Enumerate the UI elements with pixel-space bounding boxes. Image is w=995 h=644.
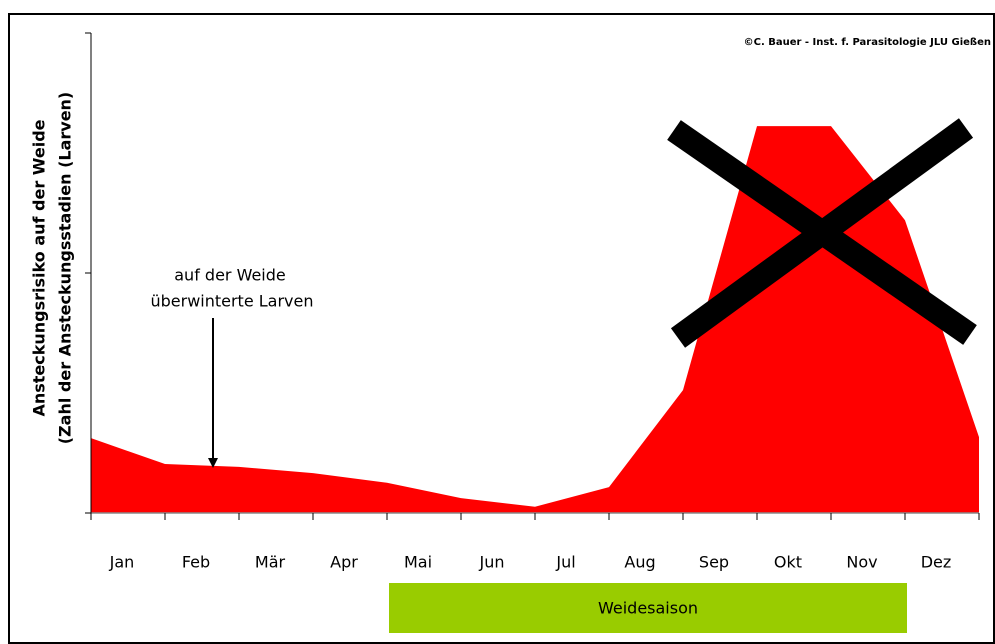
x-tick-label: Nov <box>846 553 877 572</box>
x-tick-label: Aug <box>624 553 655 572</box>
arrow-head <box>208 458 218 468</box>
x-tick-label: Okt <box>774 553 802 572</box>
annotation: überwinterte Larven <box>150 292 313 311</box>
cross-stroke <box>670 118 974 348</box>
copyright: ©C. Bauer - Inst. f. Parasitologie JLU G… <box>744 37 991 48</box>
x-tick-label: Mär <box>255 553 286 572</box>
annotation: auf der Weide <box>174 266 286 285</box>
x-tick-label: Jun <box>479 553 505 572</box>
x-tick-label: Sep <box>699 553 729 572</box>
x-tick-label: Jan <box>109 553 135 572</box>
area <box>91 126 979 514</box>
x-tick-label: Mai <box>404 553 432 572</box>
x-tick-label: Feb <box>182 553 210 572</box>
x-tick-label: Jul <box>555 553 575 572</box>
season-label: Weidesaison <box>598 599 698 618</box>
y-axis-label: (Zahl der Ansteckungsstadien (Larven) <box>56 92 75 445</box>
x-tick-label: Dez <box>921 553 952 572</box>
y-axis-label: Ansteckungsrisiko auf der Weide <box>30 119 49 416</box>
season-bar <box>389 583 907 633</box>
x-tick-label: Apr <box>330 553 358 572</box>
